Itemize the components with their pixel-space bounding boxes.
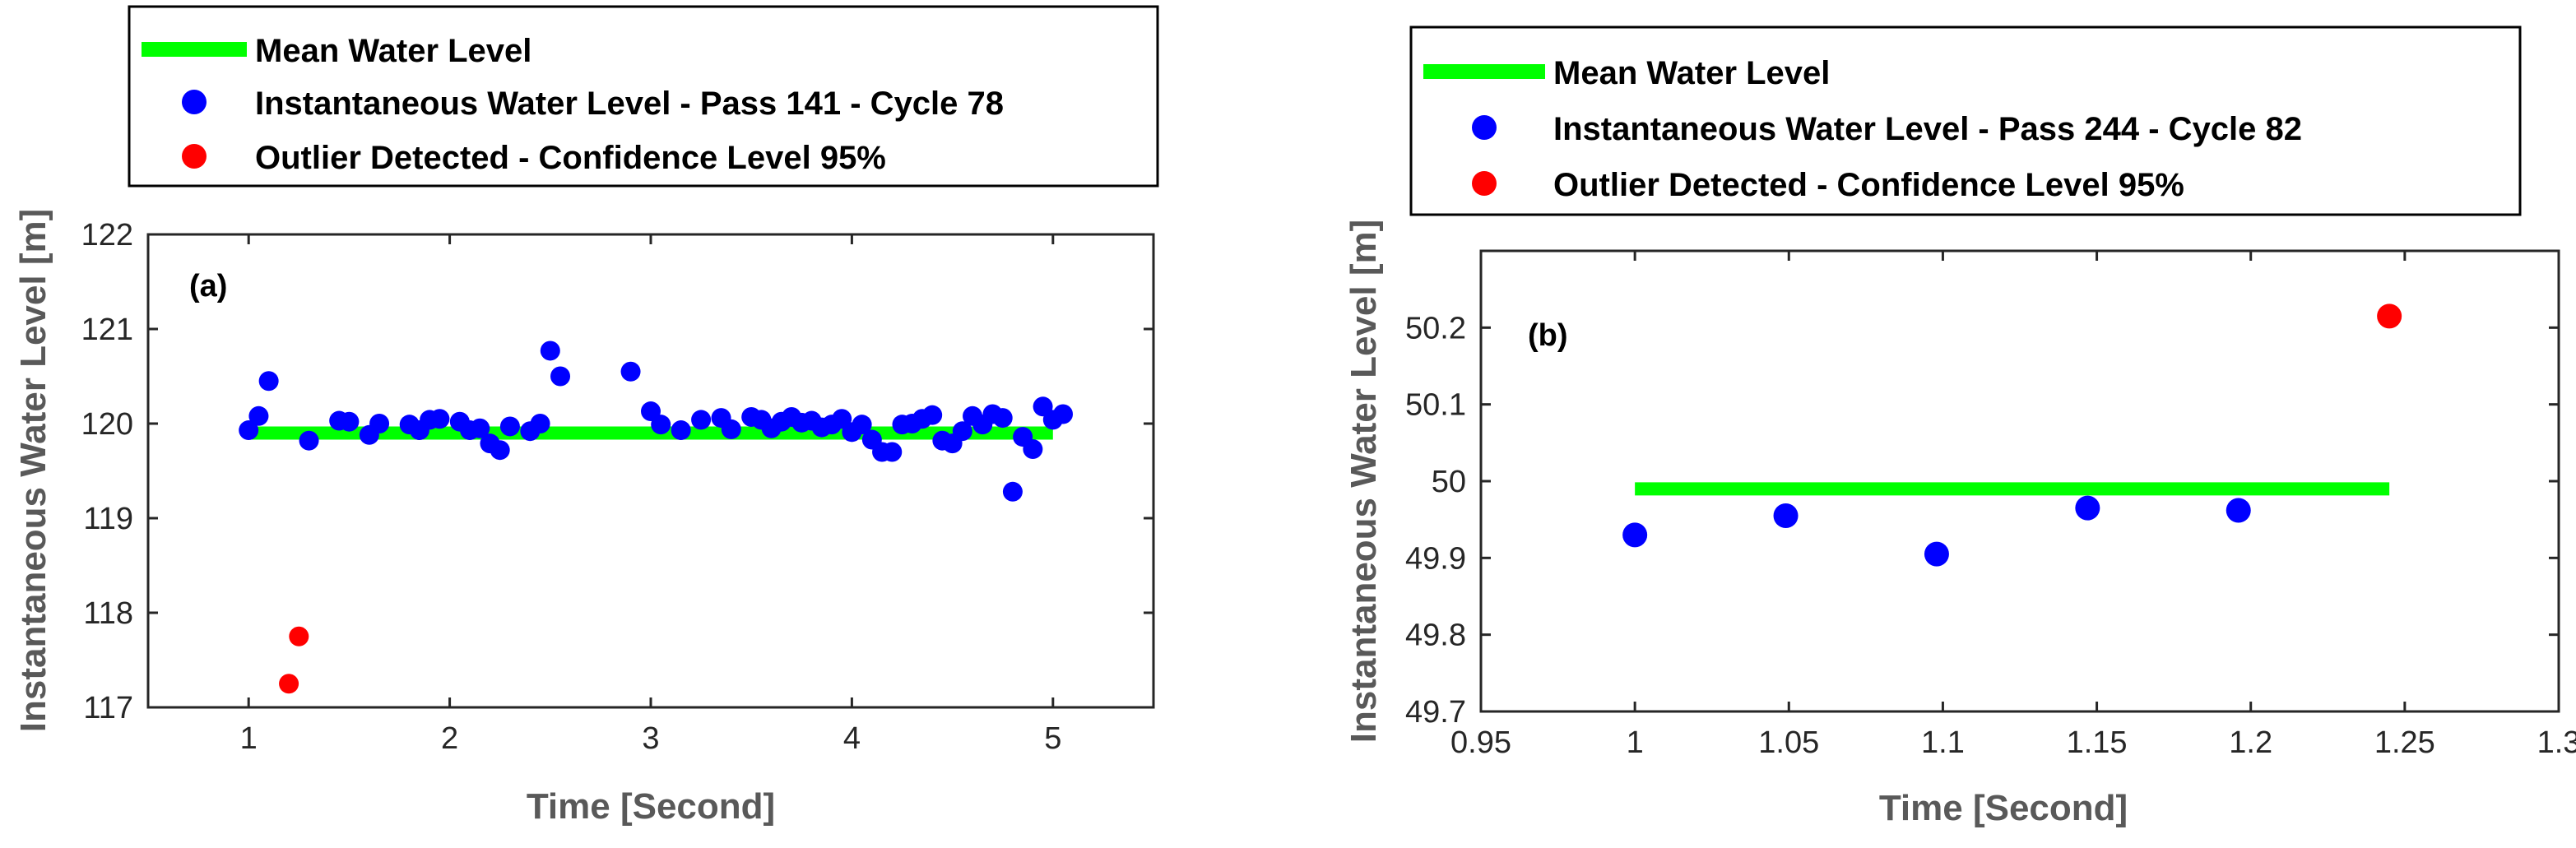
y-tick-label: 50.1: [1405, 388, 1466, 423]
legend-b-instant-swatch: [1472, 115, 1497, 140]
instantaneous-point: [339, 411, 360, 432]
y-tick-labels-b: 49.7 49.8 49.9 50 50.1 50.2: [1405, 311, 1466, 730]
data-marks-a: [239, 341, 1074, 694]
legend-a-outlier-label: Outlier Detected - Confidence Level 95%: [255, 140, 886, 176]
instantaneous-point: [992, 408, 1013, 429]
legend-a: Mean Water Level Instantaneous Water Lev…: [128, 5, 1159, 188]
instantaneous-point: [299, 430, 319, 451]
legend-b-box: [1409, 25, 2522, 216]
x-tick-label: 5: [1044, 721, 1061, 756]
x-tick-labels-a: 1 2 3 4 5: [240, 721, 1062, 756]
instantaneous-point: [369, 414, 390, 433]
x-tick-label: 4: [843, 721, 861, 756]
legend-b-mean-label: Mean Water Level: [1553, 55, 1830, 91]
chart-panel-a: Mean Water Level Instantaneous Water Lev…: [13, 5, 1159, 827]
y-axis-label-b: Instantaneous Water Level [m]: [1344, 220, 1384, 744]
outlier-point: [2377, 304, 2402, 329]
x-tick-label: 1: [1627, 725, 1644, 760]
instantaneous-point: [882, 442, 903, 462]
instantaneous-point: [952, 421, 972, 442]
instantaneous-point: [499, 416, 520, 437]
axis-ticks-a: [148, 233, 1153, 709]
instantaneous-point: [691, 410, 712, 430]
y-tick-labels-a: 117 118 119 120 121 122: [81, 218, 133, 725]
instantaneous-point: [671, 420, 691, 441]
instantaneous-point: [620, 361, 641, 382]
x-tick-label: 3: [642, 721, 659, 756]
instantaneous-point: [540, 341, 560, 361]
instantaneous-point: [490, 440, 510, 461]
instantaneous-point: [530, 414, 550, 433]
x-tick-labels-b: 0.95 1 1.05 1.1 1.15 1.2 1.25 1.3: [1450, 725, 2576, 760]
y-tick-label: 117: [83, 691, 133, 725]
instantaneous-point: [1924, 541, 1949, 567]
x-tick-label: 2: [441, 721, 458, 756]
outlier-point: [279, 674, 299, 694]
outlier-point: [289, 626, 309, 646]
instantaneous-point: [1773, 503, 1799, 528]
instantaneous-point: [922, 405, 943, 425]
y-tick-label: 120: [81, 407, 133, 442]
legend-a-outlier-swatch: [182, 144, 207, 169]
y-tick-label: 49.7: [1405, 695, 1466, 730]
instantaneous-point: [2075, 495, 2100, 521]
instantaneous-point: [1053, 404, 1074, 424]
legend-a-instant-label: Instantaneous Water Level - Pass 141 - C…: [255, 86, 1004, 122]
legend-b-outlier-swatch: [1472, 171, 1497, 196]
y-tick-label: 122: [81, 218, 133, 253]
instantaneous-point: [239, 420, 259, 441]
y-tick-label: 119: [83, 502, 133, 536]
legend-a-instant-swatch: [182, 90, 207, 114]
x-axis-label-b: Time [Second]: [1879, 788, 2128, 828]
instantaneous-point: [470, 418, 490, 438]
instantaneous-point: [1023, 439, 1043, 460]
instantaneous-point: [258, 371, 279, 392]
instantaneous-point: [1002, 481, 1023, 502]
legend-b-instant-label: Instantaneous Water Level - Pass 244 - C…: [1553, 111, 2302, 147]
x-tick-label: 1: [240, 721, 258, 756]
y-tick-label: 50: [1432, 465, 1466, 499]
instantaneous-point: [2226, 498, 2251, 523]
x-tick-label: 1.3: [2537, 725, 2576, 760]
x-tick-label: 1.25: [2374, 725, 2435, 760]
y-tick-label: 49.9: [1405, 541, 1466, 576]
x-tick-label: 1.2: [2229, 725, 2272, 760]
instantaneous-point: [852, 415, 872, 435]
legend-a-box: [128, 5, 1159, 188]
x-tick-label: 0.95: [1450, 725, 1511, 760]
instantaneous-point: [550, 366, 571, 387]
data-marks-b: [1622, 304, 2402, 567]
panel-label-b: (b): [1528, 318, 1568, 353]
x-axis-label-a: Time [Second]: [527, 786, 775, 827]
y-tick-label: 121: [81, 313, 133, 347]
instantaneous-point: [721, 419, 741, 439]
panel-label-a: (a): [189, 269, 227, 304]
instantaneous-point: [429, 409, 450, 429]
x-tick-label: 1.15: [2067, 725, 2128, 760]
y-tick-label: 50.2: [1405, 311, 1466, 345]
x-tick-label: 1.1: [1921, 725, 1965, 760]
y-tick-label: 118: [83, 596, 133, 631]
legend-b: Mean Water Level Instantaneous Water Lev…: [1409, 25, 2522, 216]
y-axis-label-a: Instantaneous Water Level [m]: [13, 209, 53, 733]
instantaneous-point: [248, 405, 269, 426]
legend-a-mean-label: Mean Water Level: [255, 33, 531, 69]
instantaneous-point: [1622, 522, 1648, 548]
x-tick-label: 1.05: [1758, 725, 1819, 760]
instantaneous-point: [651, 415, 671, 435]
legend-b-outlier-label: Outlier Detected - Confidence Level 95%: [1553, 167, 2184, 203]
axis-ticks-b: [1479, 251, 2560, 713]
chart-panel-b: Mean Water Level Instantaneous Water Lev…: [1344, 25, 2576, 828]
y-tick-label: 49.8: [1405, 619, 1466, 653]
